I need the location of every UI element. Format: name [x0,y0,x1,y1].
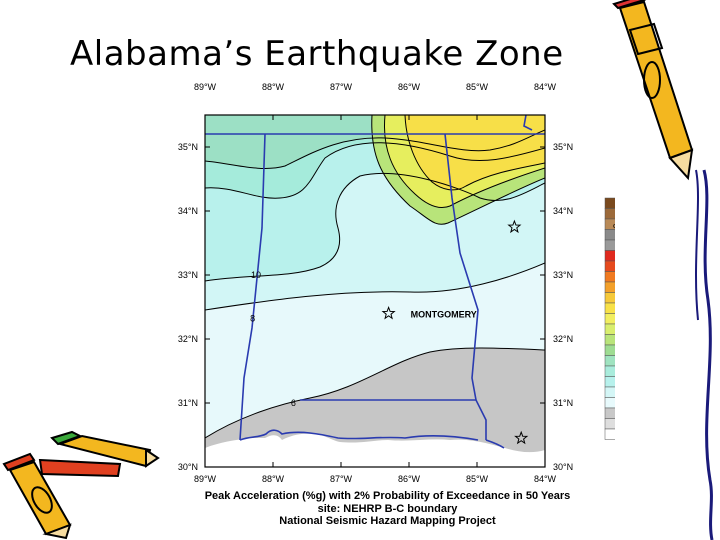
state-boundary [485,439,505,449]
map-frame [204,114,546,468]
contour-value-labels: 10 8 6 [250,270,296,408]
lon-label-top: 86°W [398,82,421,92]
slide-title: Alabama’s Earthquake Zone [70,34,564,74]
lon-label-bottom: 89°W [194,474,217,484]
map-caption-line-3: National Seismic Hazard Mapping Project [279,515,496,527]
map-caption-line-1: Peak Acceleration (%g) with 2% Probabili… [204,490,571,502]
map-canvas: 10 8 6 MONTGOMERY 89°W 89°W 88°W 88°W 87°W 87°W… [178,82,615,484]
lat-label-right: 34°N [553,206,573,216]
pencil-icon [612,0,714,540]
lat-label-left: 33°N [178,270,198,280]
lat-label-right: 30°N [553,462,573,472]
seismic-hazard-map: 10 8 6 MONTGOMERY 89°W 89°W 88°W 88°W 87°W 87°W… [160,78,615,533]
lat-label-right: 31°N [553,398,573,408]
state-boundary [239,133,266,441]
state-boundaries [205,115,545,449]
legend-swatch [604,428,615,440]
lat-label-right: 32°N [553,334,573,344]
lon-label-top: 88°W [262,82,285,92]
lat-label-right: 35°N [553,142,573,152]
lat-label-left: 31°N [178,398,198,408]
lon-label-top: 85°W [466,82,489,92]
contour-line [205,172,545,282]
lat-label-right: 33°N [553,270,573,280]
lon-label-bottom: 88°W [262,474,285,484]
city-star-icon [507,219,522,234]
gulf-of-mexico [205,433,545,467]
state-boundary [239,429,479,441]
lon-label-bottom: 87°W [330,474,353,484]
contour-value-label: 10 [251,270,261,280]
contour-value-label: 8 [250,314,255,324]
city-star-icon [514,430,529,445]
lon-label-bottom: 86°W [398,474,421,484]
lat-label-left: 32°N [178,334,198,344]
lon-label-top: 84°W [534,82,557,92]
map-caption-line-2: site: NEHRP B-C boundary [317,503,458,515]
color-legend: 3502001801601401201008060504030201816141… [604,197,615,440]
pencil-icon [2,452,72,540]
state-boundary [300,399,487,440]
lat-label-left: 35°N [178,142,198,152]
contour-line [383,115,545,208]
city-star-icon [381,305,396,320]
contour-line [371,115,545,225]
contour-lines [205,115,545,439]
contour-line [205,142,545,199]
contour-line [205,262,545,311]
lon-label-top: 87°W [330,82,353,92]
contour-line [205,347,545,439]
legend-units-label: %g [613,223,615,234]
lon-label-bottom: 85°W [466,474,489,484]
lat-label-left: 30°N [178,462,198,472]
lon-label-bottom: 84°W [534,474,557,484]
axis-labels: 89°W 89°W 88°W 88°W 87°W 87°W 86°W 86°W 85°W 85°W… [178,82,573,484]
lat-label-left: 34°N [178,206,198,216]
gulf-water [205,433,545,467]
city-label: MONTGOMERY [411,309,477,319]
city-markers: MONTGOMERY [381,219,529,445]
lon-label-top: 89°W [194,82,217,92]
pencil-icon [38,430,160,478]
state-boundary [444,133,479,401]
pencils-clipart-left [2,430,160,540]
pencil-clipart-right [612,0,714,540]
state-boundary [523,115,533,131]
contour-value-label: 6 [291,398,296,408]
